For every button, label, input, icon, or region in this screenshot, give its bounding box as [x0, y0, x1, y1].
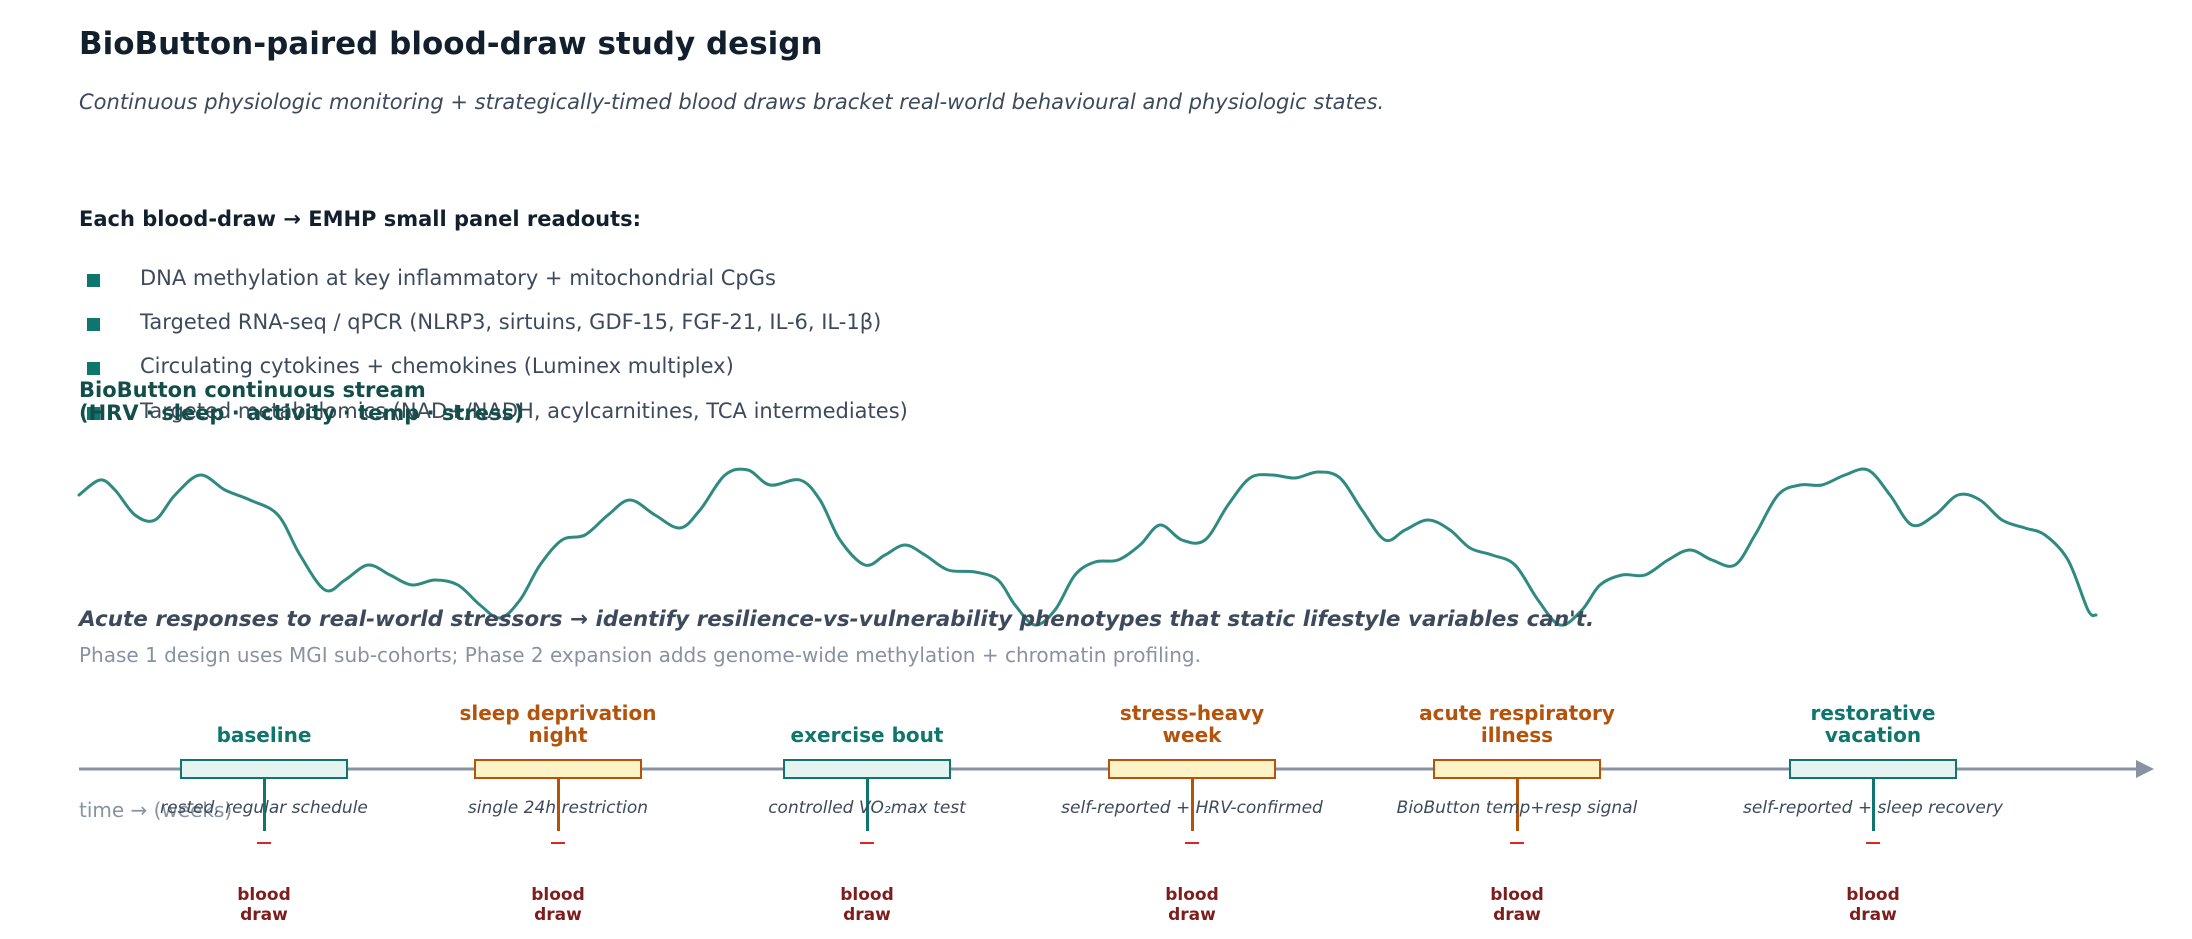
event-description: self-reported + sleep recovery [1743, 798, 2003, 818]
blood-draw-stem [866, 779, 869, 831]
event-title-line: illness [1480, 723, 1554, 747]
blood-draw-label-line: blood [1846, 885, 1900, 905]
event-description: single 24h restriction [467, 798, 649, 818]
event-title: sleep deprivation night [428, 702, 688, 746]
blood-draw-label: blood draw [204, 885, 324, 925]
event-title: stress-heavy week [1062, 702, 1322, 746]
event-title-line: acute respiratory [1419, 701, 1615, 725]
blood-draw-label-line: blood [237, 885, 291, 905]
event-marker-box [180, 759, 348, 779]
event-title: exercise bout [737, 724, 997, 746]
event-marker-box [783, 759, 951, 779]
event-title-line: exercise bout [790, 723, 944, 747]
event-description: BioButton temp+resp signal [1396, 798, 1638, 818]
event-description: self-reported + HRV-confirmed [1061, 798, 1323, 818]
blood-draw-label-line: draw [534, 905, 582, 925]
event-title-line: baseline [216, 723, 312, 747]
event-title: restorative vacation [1743, 702, 2003, 746]
blood-draw-label-line: draw [1849, 905, 1897, 925]
panel-heading: Each blood-draw → EMHP small panel reado… [79, 207, 642, 231]
event-marker-box [1789, 759, 1957, 779]
event-title: baseline [134, 724, 394, 746]
blood-draw-label-line: blood [1165, 885, 1219, 905]
square-bullet-icon [87, 362, 100, 375]
stream-metrics-line: (HRV · sleep · activity · temp · stress) [79, 401, 524, 425]
event-description: controlled VO₂max test [768, 798, 966, 818]
blood-draw-label: blood draw [1457, 885, 1577, 925]
event-description: rested, regular schedule [160, 798, 368, 818]
stream-waveform [77, 467, 2098, 627]
blood-draw-stem [1516, 779, 1519, 831]
readout-text: Circulating cytokines + chemokines (Lumi… [140, 354, 734, 378]
blood-draw-stem [1872, 779, 1875, 831]
page-title: BioButton-paired blood-draw study design [79, 26, 823, 62]
event-title-line: stress-heavy [1119, 701, 1265, 725]
stream-title-line: BioButton continuous stream [79, 378, 426, 402]
phase-note: Phase 1 design uses MGI sub-cohorts; Pha… [79, 643, 1201, 667]
event-title-line: night [528, 723, 588, 747]
stream-title: BioButton continuous stream (HRV · sleep… [79, 379, 524, 425]
blood-draw-label-line: draw [1493, 905, 1541, 925]
event-marker-box [474, 759, 642, 779]
blood-draw-marker-icon [1510, 842, 1524, 844]
blood-draw-label-line: blood [531, 885, 585, 905]
blood-draw-label: blood draw [807, 885, 927, 925]
blood-draw-stem [263, 779, 266, 831]
square-bullet-icon [87, 318, 100, 331]
blood-draw-label-line: draw [843, 905, 891, 925]
event-marker-box [1433, 759, 1601, 779]
event-title-line: restorative [1810, 701, 1936, 725]
readout-text: Targeted metabolomics (NAD+/NADH, acylca… [140, 399, 908, 423]
event-title-line: week [1162, 723, 1222, 747]
blood-draw-label: blood draw [1813, 885, 1933, 925]
blood-draw-label-line: draw [1168, 905, 1216, 925]
square-bullet-icon [87, 274, 100, 287]
blood-draw-label-line: draw [240, 905, 288, 925]
blood-draw-stem [557, 779, 560, 831]
key-insight-note: Acute responses to real-world stressors … [79, 607, 1595, 632]
event-marker-box [1108, 759, 1276, 779]
time-axis-label: time → (weeks) [79, 798, 233, 822]
blood-draw-label-line: blood [840, 885, 894, 905]
blood-draw-marker-icon [551, 842, 565, 844]
blood-draw-marker-icon [860, 842, 874, 844]
readout-text: DNA methylation at key inflammatory + mi… [140, 266, 776, 290]
blood-draw-label-line: blood [1490, 885, 1544, 905]
blood-draw-label: blood draw [1132, 885, 1252, 925]
blood-draw-label: blood draw [498, 885, 618, 925]
event-title-line: vacation [1824, 723, 1922, 747]
square-bullet-icon [87, 407, 100, 420]
blood-draw-marker-icon [1185, 842, 1199, 844]
blood-draw-marker-icon [257, 842, 271, 844]
page-subtitle: Continuous physiologic monitoring + stra… [79, 90, 1385, 114]
readout-text: Targeted RNA-seq / qPCR (NLRP3, sirtuins… [140, 310, 882, 334]
blood-draw-stem [1191, 779, 1194, 831]
event-title-line: sleep deprivation [459, 701, 657, 725]
event-title: acute respiratory illness [1387, 702, 1647, 746]
blood-draw-marker-icon [1866, 842, 1880, 844]
time-axis-arrow-icon [2136, 760, 2154, 778]
